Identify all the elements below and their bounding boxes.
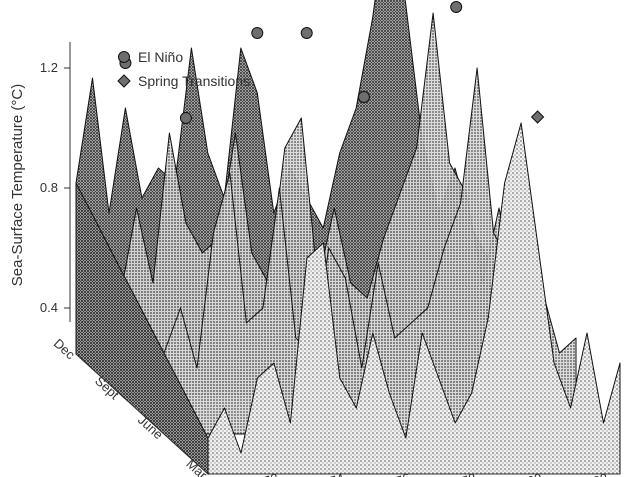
year-tick-label: 1972	[248, 470, 280, 477]
spring-transitions-legend-label: Spring Transitions	[138, 73, 250, 89]
month-tick-label: Dec	[51, 336, 79, 363]
el-nino-marker	[179, 112, 192, 124]
el-nino-legend-marker	[118, 51, 130, 63]
spring-transitions-legend-marker	[117, 74, 131, 88]
year-tick-label: 1978	[446, 470, 478, 477]
y-axis-title: Sea-Surface Temperature (°C)	[9, 84, 26, 286]
markers	[119, 1, 545, 124]
legend: El Niño Spring Transitions	[117, 49, 250, 89]
y-ticks: 0.40.81.21.6	[40, 60, 70, 315]
y-tick-label: 0.4	[40, 300, 58, 315]
y-tick-label: 1.2	[40, 60, 58, 75]
year-tick-label: 1974	[314, 470, 346, 477]
month-axis-line	[75, 353, 209, 475]
year-tick-label: 1980	[512, 470, 544, 477]
el-nino-legend-label: El Niño	[138, 49, 183, 65]
spring-transition-marker	[530, 110, 545, 124]
el-nino-marker	[450, 1, 463, 13]
y-tick-label: 0.8	[40, 180, 58, 195]
el-nino-marker	[357, 91, 370, 103]
el-nino-marker	[251, 27, 264, 39]
year-tick-label: 1982	[578, 470, 610, 477]
el-nino-marker	[300, 27, 313, 39]
surface-row-mar	[207, 122, 621, 475]
year-tick-label: 1976	[380, 470, 412, 477]
surface-plot	[75, 0, 621, 476]
